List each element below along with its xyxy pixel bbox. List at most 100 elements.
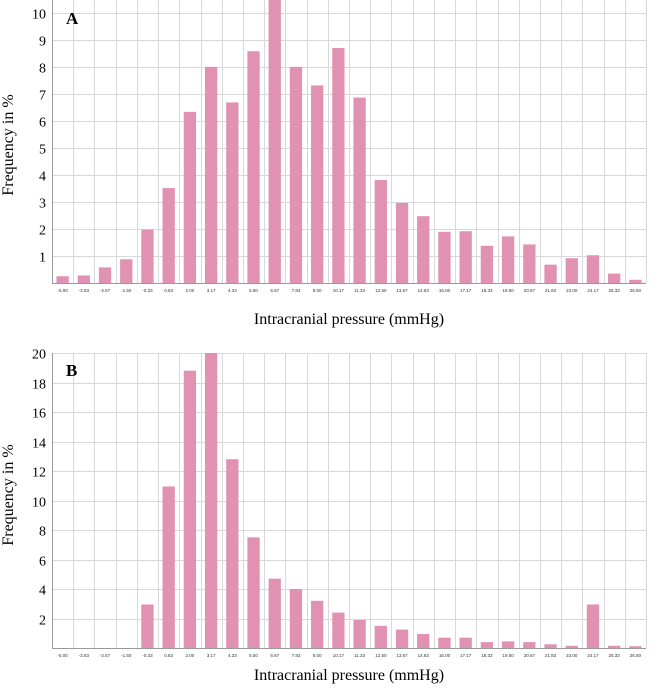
chart-a-bar [311, 85, 324, 283]
chart-b-bar [586, 604, 600, 648]
chart-b-bar [501, 641, 515, 648]
chart-a-bar [523, 244, 536, 283]
chart-a-bar [332, 47, 345, 284]
chart-a-bar [98, 267, 112, 283]
chart-b-bar [565, 645, 578, 648]
chart-a-x-tick-label: 21.83 [545, 288, 557, 293]
chart-a-x-tick-label: 0.83 [164, 288, 173, 293]
chart-a-x-tick-label: 20.67 [524, 288, 536, 293]
chart-b-bar [459, 637, 472, 648]
chart-b-bar [480, 642, 494, 648]
chart-a-bar [120, 259, 133, 283]
chart-b-axes [52, 353, 646, 649]
chart-b: 2 4 6 8 10 12 14 16 18 20 -5.00 -3.83 -2.67 -1.50 -0.… [0, 348, 647, 684]
chart-a-x-tick-label: 13.67 [396, 288, 408, 293]
chart-b-x-tick-label: 11.33 [354, 653, 365, 658]
chart-a-bar [395, 202, 409, 283]
chart-a-bar [289, 66, 303, 283]
chart-a-bar [544, 264, 557, 283]
chart-b-bar [162, 486, 175, 648]
chart-a-bar [183, 111, 197, 283]
chart-a-bar [268, 0, 281, 283]
chart-a-x-axis-label: Intracranial pressure (mmHg) [254, 311, 444, 328]
chart-b-bar [438, 637, 451, 648]
chart-a-x-tick-label: -2.67 [100, 288, 111, 293]
chart-b-x-tick-label: 18.33 [481, 653, 493, 658]
chart-b-x-tick-label: 13.67 [396, 653, 408, 658]
chart-a-bar [204, 66, 218, 283]
chart-a-x-tick-label: 2.00 [186, 288, 195, 293]
chart-a: 1 2 3 4 5 6 7 8 9 10 -5.00 -3.83 -2.67 -1.50 -0.33 0.8… [0, 0, 647, 328]
chart-b-x-tick-label: 19.50 [502, 653, 514, 658]
chart-a-x-tick-label: 19.50 [502, 288, 514, 293]
chart-a-x-tick-label: 12.50 [375, 288, 387, 293]
chart-b-x-tick-label: 6.67 [270, 653, 279, 658]
chart-b-x-tick-labels: -5.00 -3.83 -2.67 -1.50 -0.33 0.83 2.00 3.17 4.3… [57, 653, 641, 658]
chart-b-x-tick-label: 2.00 [186, 653, 195, 658]
chart-b-x-tick-label: -5.00 [57, 653, 68, 658]
chart-b-x-tick-label: 25.33 [609, 653, 621, 658]
chart-b-y-tick-label: 8 [39, 525, 46, 540]
chart-a-y-tick-label: 3 [39, 197, 46, 212]
chart-a-x-tick-label: 26.50 [630, 288, 642, 293]
chart-b-bar [417, 633, 430, 648]
chart-b-bar [374, 625, 387, 648]
chart-a-x-tick-label: 10.17 [333, 288, 345, 293]
chart-a-x-tick-label: 11.33 [354, 288, 365, 293]
chart-b-x-tick-label: 4.33 [228, 653, 237, 658]
chart-b-bar [523, 642, 536, 648]
chart-b-x-tick-label: 7.83 [292, 653, 301, 658]
chart-b-x-tick-label: 16.00 [439, 653, 451, 658]
chart-a-x-tick-label: -1.50 [121, 288, 132, 293]
chart-b-bars [141, 353, 642, 648]
chart-b-gridlines [52, 353, 647, 648]
chart-a-bar [629, 279, 642, 283]
chart-b-x-tick-label: 9.00 [313, 653, 322, 658]
chart-a-x-tick-label: -0.33 [142, 288, 153, 293]
chart-b-y-tick-label: 20 [32, 348, 46, 363]
chart-b-x-tick-label: 5.50 [249, 653, 258, 658]
chart-a-bars [56, 0, 642, 284]
chart-a-y-tick-label: 8 [39, 62, 46, 77]
chart-b-y-axis-label: Frequency in % [0, 444, 17, 545]
chart-a-y-tick-label: 7 [39, 89, 46, 104]
chart-b-bar [311, 600, 324, 648]
chart-b-x-tick-label: 17.17 [460, 653, 472, 658]
chart-b-x-tick-label: 0.83 [164, 653, 173, 658]
chart-b-bar [608, 645, 621, 648]
chart-a-x-tick-label: 18.33 [481, 288, 493, 293]
chart-a-bar [141, 229, 154, 283]
chart-a-bar [586, 255, 600, 283]
chart-b-bar [247, 537, 260, 648]
chart-b-x-tick-label: -0.33 [142, 653, 153, 658]
chart-a-y-tick-label: 4 [39, 170, 46, 185]
chart-a-x-tick-label: 25.33 [609, 288, 621, 293]
chart-b-bar [141, 604, 154, 648]
chart-a-x-tick-label: 5.50 [249, 288, 258, 293]
chart-b-x-tick-label: -3.83 [79, 653, 90, 658]
chart-a-x-tick-label: 24.17 [587, 288, 599, 293]
chart-b-x-tick-label: 26.50 [630, 653, 642, 658]
chart-b-y-tick-label: 6 [39, 555, 46, 570]
chart-b-bar [544, 644, 557, 648]
chart-a-bar [374, 180, 387, 283]
chart-b-y-tick-label: 4 [39, 584, 46, 599]
chart-a-y-tick-labels: 1 2 3 4 5 6 7 8 9 10 [32, 8, 46, 266]
chart-b-x-tick-label: 3.17 [207, 653, 216, 658]
chart-a-x-tick-label: 14.83 [418, 288, 430, 293]
chart-b-x-tick-label: -1.50 [121, 653, 132, 658]
chart-a-bar [480, 245, 494, 283]
chart-a-bar [438, 231, 451, 283]
chart-b-y-tick-label: 16 [32, 407, 46, 422]
chart-b-x-tick-label: -2.67 [100, 653, 111, 658]
chart-a-x-tick-label: 16.00 [439, 288, 451, 293]
chart-a-x-tick-label: 6.67 [270, 288, 279, 293]
chart-b-bar [395, 629, 409, 648]
chart-a-y-tick-label: 2 [39, 224, 46, 239]
chart-b-x-tick-label: 23.00 [566, 653, 578, 658]
chart-b-x-tick-label: 24.17 [587, 653, 599, 658]
chart-b-bar [332, 612, 345, 648]
chart-a-x-tick-label: 7.83 [292, 288, 301, 293]
chart-a-bar [226, 102, 239, 284]
chart-b-x-axis-label: Intracranial pressure (mmHg) [254, 667, 444, 684]
